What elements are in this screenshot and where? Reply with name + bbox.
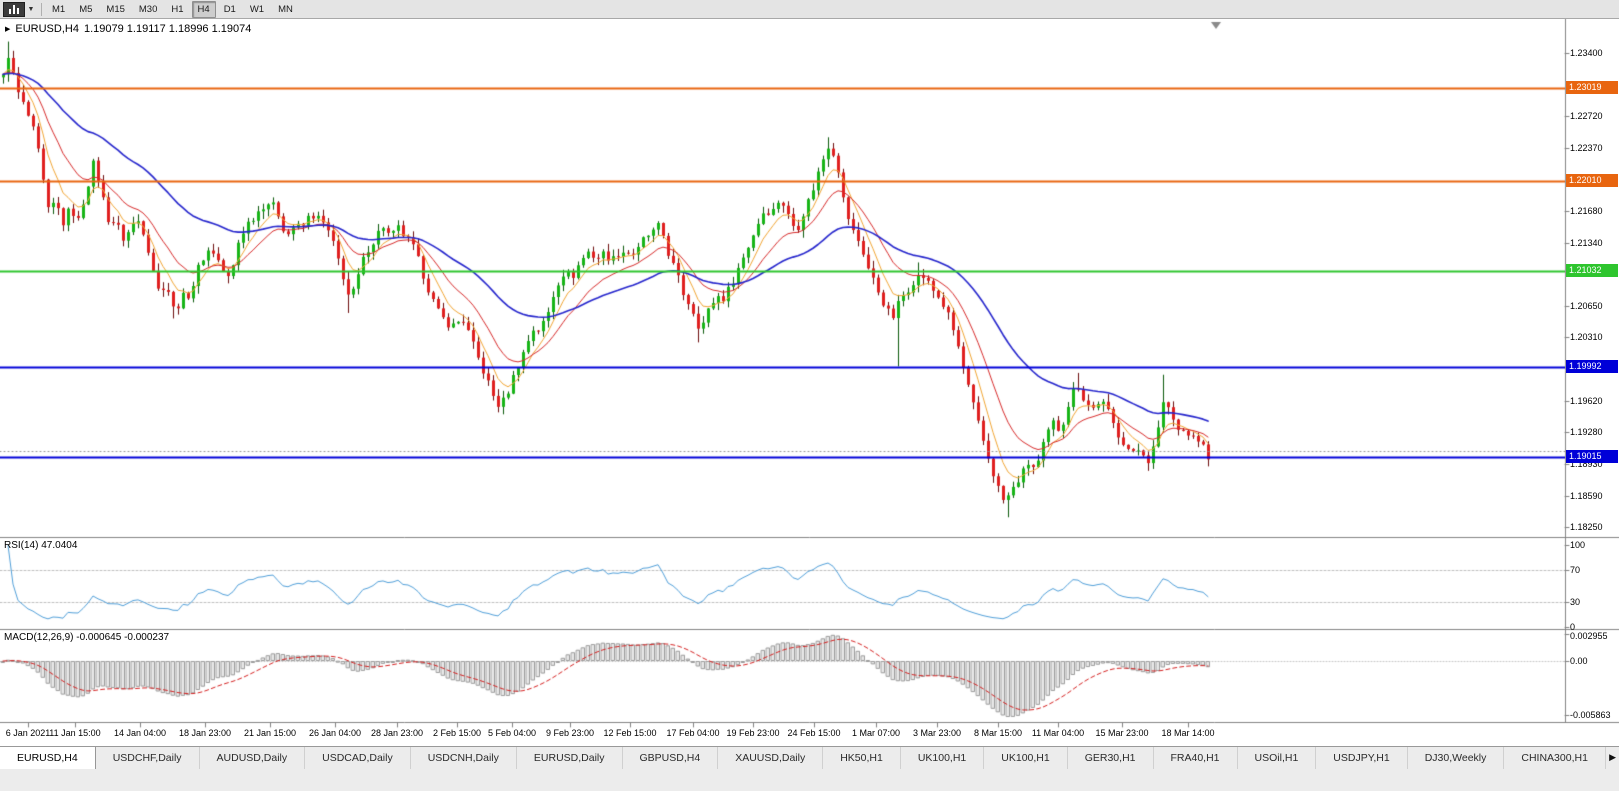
rsi-axis-label: 70: [1570, 565, 1581, 575]
candlestick-icon: [9, 8, 11, 14]
price-axis-label: 1.18590: [1570, 491, 1603, 501]
price-axis-label: 1.20310: [1570, 332, 1603, 342]
hline-price-tag: 1.23019: [1566, 81, 1618, 94]
hline-price-tag: 1.22010: [1566, 174, 1618, 187]
time-axis-label: 12 Feb 15:00: [603, 728, 657, 738]
tab-usoil-h1[interactable]: USOil,H1: [1238, 747, 1317, 769]
rsi-indicator-label: RSI(14) 47.0404: [4, 540, 78, 551]
price-axis-label: 1.18250: [1570, 522, 1603, 532]
price-axis-label: 1.22720: [1570, 111, 1603, 121]
tab-gbpusd-h4[interactable]: GBPUSD,H4: [623, 747, 719, 769]
price-axis-label: 1.20650: [1570, 301, 1603, 311]
hline-price-tag: 1.19992: [1566, 360, 1618, 373]
tab-uk100-h1[interactable]: UK100,H1: [984, 747, 1068, 769]
tab-fra40-h1[interactable]: FRA40,H1: [1154, 747, 1238, 769]
time-axis-label: 21 Jan 15:00: [243, 728, 297, 738]
rsi-axis-label: 0: [1570, 622, 1576, 632]
chart-symbol-period: EURUSD,H4: [15, 23, 79, 35]
time-axis-label: 15 Mar 23:00: [1095, 728, 1149, 738]
tab-usdjpy-h1[interactable]: USDJPY,H1: [1316, 747, 1408, 769]
tab-usdcad-daily[interactable]: USDCAD,Daily: [305, 747, 411, 769]
price-chart-canvas[interactable]: [0, 19, 1619, 746]
time-axis-label: 8 Mar 15:00: [973, 728, 1023, 738]
time-axis-label: 6 Jan 2021: [5, 728, 51, 738]
tab-hk50-h1[interactable]: HK50,H1: [823, 747, 901, 769]
top-toolbar: ▼ M1 M5 M15 M30 H1 H4 D1 W1 MN: [0, 0, 1619, 19]
chart-type-button[interactable]: [3, 1, 25, 17]
tab-eurusd-h4[interactable]: EURUSD,H4: [0, 747, 96, 769]
macd-indicator-label: MACD(12,26,9) -0.000645 -0.000237: [4, 632, 170, 643]
tab-xauusd-daily[interactable]: XAUUSD,Daily: [718, 747, 824, 769]
timeframe-button-d1[interactable]: D1: [223, 3, 236, 15]
chart-type-dropdown-icon[interactable]: ▼: [27, 5, 35, 13]
rsi-axis-label: 30: [1570, 597, 1581, 607]
hline-price-tag: 1.21032: [1566, 264, 1618, 277]
price-axis-label: 1.18930: [1570, 459, 1603, 469]
time-axis-label: 18 Jan 23:00: [178, 728, 232, 738]
time-axis-label: 14 Jan 04:00: [113, 728, 167, 738]
time-axis-label: 19 Feb 23:00: [726, 728, 780, 738]
tab-dj30-weekly[interactable]: DJ30,Weekly: [1408, 747, 1505, 769]
time-axis-label: 18 Mar 14:00: [1161, 728, 1215, 738]
price-axis-label: 1.19620: [1570, 396, 1603, 406]
tab-eurusd-daily[interactable]: EURUSD,Daily: [517, 747, 623, 769]
timeframe-button-m30[interactable]: M30: [138, 3, 158, 15]
timeframe-button-m15[interactable]: M15: [106, 3, 125, 15]
tab-usdchf-daily[interactable]: USDCHF,Daily: [96, 747, 200, 769]
tab-usdcnh-daily[interactable]: USDCNH,Daily: [411, 747, 517, 769]
macd-axis-label: -0.005863: [1570, 710, 1611, 720]
time-axis-label: 5 Feb 04:00: [487, 728, 537, 738]
price-axis-label: 1.23400: [1570, 48, 1603, 58]
chart-ohlc-values: 1.19079 1.19117 1.18996 1.19074: [83, 23, 252, 35]
timeframe-group: M1 M5 M15 M30 H1 H4 D1 W1 MN: [46, 0, 299, 18]
bottom-strip: [0, 769, 1619, 791]
timeframe-button-m1[interactable]: M1: [52, 3, 66, 15]
timeframe-button-m5[interactable]: M5: [79, 3, 93, 15]
macd-axis-label: 0.00: [1570, 656, 1588, 666]
timeframe-button-w1[interactable]: W1: [249, 3, 265, 15]
hline-price-tag: 1.19015: [1566, 450, 1618, 463]
time-axis-label: 26 Jan 04:00: [308, 728, 362, 738]
symbol-tabbar: EURUSD,H4 USDCHF,Daily AUDUSD,Daily USDCAD,…: [0, 746, 1619, 769]
time-axis-label: 2 Feb 15:00: [432, 728, 482, 738]
toolbar-separator: [41, 2, 42, 16]
time-axis-label: 17 Feb 04:00: [666, 728, 720, 738]
chart-title: ▶ EURUSD,H4 1.19079 1.19117 1.18996 1.19…: [5, 23, 251, 35]
macd-axis-label: 0.002955: [1570, 631, 1608, 641]
time-axis-label: 11 Mar 04:00: [1031, 728, 1085, 738]
time-axis-label: 28 Jan 23:00: [370, 728, 424, 738]
rsi-axis-label: 100: [1570, 540, 1586, 550]
tab-china300-h1[interactable]: CHINA300,H1: [1504, 747, 1606, 769]
timeframe-button-mn[interactable]: MN: [278, 3, 293, 15]
tab-audusd-daily[interactable]: AUDUSD,Daily: [200, 747, 306, 769]
time-axis-label: 9 Feb 23:00: [545, 728, 595, 738]
tab-scroll-right-icon[interactable]: ▶: [1609, 752, 1616, 762]
price-axis-label: 1.21680: [1570, 206, 1603, 216]
tab-uk100-h1[interactable]: UK100,H1: [901, 747, 985, 769]
time-axis-label: 24 Feb 15:00: [787, 728, 841, 738]
timeframe-button-h4[interactable]: H4: [191, 0, 216, 18]
price-axis-label: 1.19280: [1570, 427, 1603, 437]
timeframe-button-h1[interactable]: H1: [171, 3, 184, 15]
time-axis-label: 3 Mar 23:00: [912, 728, 962, 738]
time-axis-label: 1 Mar 07:00: [851, 728, 901, 738]
tab-ger30-h1[interactable]: GER30,H1: [1068, 747, 1154, 769]
price-axis-label: 1.21340: [1570, 238, 1603, 248]
time-axis-label: 11 Jan 15:00: [49, 728, 101, 738]
price-axis-label: 1.22370: [1570, 143, 1603, 153]
one-click-trading-arrow-icon[interactable]: ▶: [5, 25, 11, 33]
